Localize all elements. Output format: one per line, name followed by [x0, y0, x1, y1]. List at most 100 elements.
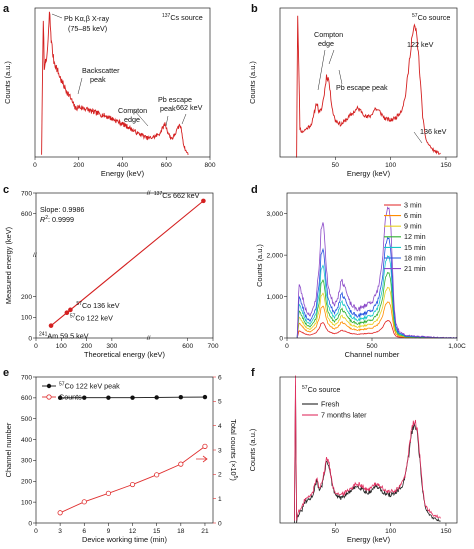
panel-label-f: f	[251, 367, 255, 379]
panel-c: // // // 0 100 200 300 600 700 0 100 200 600 700 Theor…	[4, 190, 219, 359]
annotation-arrow	[51, 13, 63, 19]
data-point	[57, 510, 63, 516]
annotation-arrow	[328, 49, 335, 65]
panel-d: 0 500 1,00C 0 1,000 2,000 3,000 Channel number C…	[255, 192, 466, 359]
panel-label-d: d	[251, 184, 258, 196]
y-tick-label: 600	[21, 211, 32, 218]
x-tick-label: 0	[34, 528, 38, 535]
series-line	[294, 375, 441, 521]
x-tick-label: 1,00C	[448, 343, 466, 350]
y-tick-label: 100	[21, 499, 32, 506]
inset-label: 57Co source	[302, 385, 340, 394]
y-tick-label: 200	[21, 479, 32, 486]
annotation-text: Pb Kα,β X-ray	[64, 14, 109, 23]
x-tick-label: 3	[58, 528, 62, 535]
x-axis-label: Theoretical energy (keV)	[84, 350, 165, 359]
legend-label: Fresh	[321, 399, 339, 408]
x-axis-label: Channel number	[345, 350, 400, 359]
x-tick-label: 800	[204, 162, 215, 169]
panel-a: 0 200 400 600 800 Energy (keV) Counts (a.u.) 13…	[3, 7, 216, 178]
annotation-text: 122 keV	[407, 40, 434, 49]
y-axis-label: Channel number	[4, 422, 13, 477]
data-point	[48, 323, 54, 328]
y-tick-label: 400	[21, 437, 32, 444]
x-tick-label: 500	[366, 343, 377, 350]
plot-frame	[279, 376, 458, 524]
x-tick-label: 6	[82, 528, 86, 535]
annotation-text: Pb escape	[158, 95, 192, 104]
panel-label-b: b	[251, 3, 258, 15]
data-point	[106, 395, 111, 400]
annotation-arrow	[77, 77, 83, 95]
y-axis-label: Counts (a.u.)	[3, 61, 12, 104]
x-tick-label: 0	[34, 343, 38, 350]
x-tick-label: 700	[207, 343, 218, 350]
series-line-counts	[59, 445, 206, 514]
plot-frame	[35, 192, 214, 339]
y2-tick-label: 4	[218, 423, 222, 430]
annotation-arrow	[165, 115, 169, 127]
annotation-text: peak	[160, 104, 176, 113]
x-tick-label: 100	[385, 528, 396, 535]
y-tick-label: 0	[28, 520, 32, 527]
x-axis-break-top: //	[147, 190, 151, 197]
series-line	[296, 271, 458, 339]
x-tick-label: 21	[201, 528, 209, 535]
point-label: 57Co 122 keV	[70, 314, 113, 323]
y-tick-label: 700	[21, 374, 32, 381]
r-squared-text: R2: 0.9999	[40, 215, 74, 224]
inset-label: 137Cs source	[162, 13, 203, 22]
data-point	[154, 395, 159, 400]
x-axis-label: Energy (keV)	[347, 535, 390, 544]
series-line	[294, 385, 441, 524]
series-line	[296, 286, 458, 339]
y-tick-label: 0	[28, 335, 32, 342]
x-tick-label: 12	[129, 528, 137, 535]
annotation-text: Compton	[118, 106, 147, 115]
legend-label: 57Co 122 keV peak	[59, 382, 120, 391]
annotation-text: 662 keV	[176, 103, 203, 112]
series-line	[296, 320, 458, 339]
panel-f: 50 100 150 Energy (keV) Counts (a.u.) 57Co so…	[248, 375, 458, 544]
y2-tick-label: 3	[218, 447, 222, 454]
y-tick-label: 300	[21, 458, 32, 465]
y-tick-label: 500	[21, 416, 32, 423]
data-point	[154, 472, 160, 478]
y2-axis-label: Total counts (×105)	[229, 419, 238, 481]
x-axis-break: //	[147, 335, 151, 342]
legend-label: 6 min	[404, 211, 422, 220]
panel-label-e: e	[3, 367, 9, 379]
data-point	[202, 394, 208, 400]
axis-arrow	[196, 455, 208, 463]
point-label: 241Am 59.5 keV	[39, 332, 89, 341]
annotation-text: Backscatter	[82, 66, 120, 75]
data-point	[57, 395, 63, 401]
annotation-arrow	[338, 69, 343, 85]
series-line-cs137	[41, 11, 189, 155]
x-tick-label: 300	[106, 343, 117, 350]
y-tick-label: 600	[21, 395, 32, 402]
legend-label: 12 min	[404, 232, 426, 241]
series-line-co57	[296, 15, 441, 158]
y2-tick-label: 2	[218, 472, 222, 479]
data-point	[201, 198, 206, 204]
y-tick-label: 3,000	[266, 211, 283, 218]
legend-label: 21 min	[404, 264, 426, 273]
x-tick-label: 0	[33, 162, 37, 169]
annotation-text: 136 keV	[420, 127, 447, 136]
point-label: 57Co 136 keV	[76, 301, 119, 310]
x-tick-label: 15	[153, 528, 161, 535]
plot-frame	[279, 7, 458, 158]
annotation-arrow	[181, 113, 187, 125]
x-tick-label: 50	[332, 528, 340, 535]
annotation-arrow	[317, 49, 326, 91]
y-tick-label: 200	[21, 294, 32, 301]
legend-marker	[46, 383, 52, 389]
annotation-text: edge	[318, 39, 334, 48]
annotation-text: edge	[124, 115, 140, 124]
y-tick-label: 1,000	[266, 294, 283, 301]
y2-tick-label: 1	[218, 496, 222, 503]
x-tick-label: 18	[177, 528, 185, 535]
data-point	[68, 307, 73, 313]
